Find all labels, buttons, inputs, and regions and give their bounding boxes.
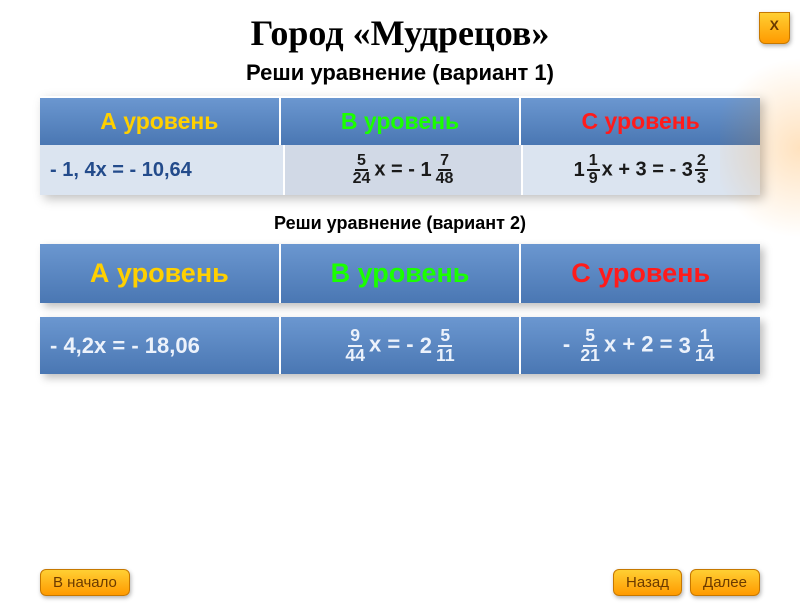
- next-button[interactable]: Далее: [690, 569, 760, 596]
- equation-1b: 524х = - 1748: [285, 145, 524, 195]
- header-level-a: А уровень: [40, 98, 281, 145]
- variant2-subtitle: Реши уравнение (вариант 2): [0, 213, 800, 234]
- page-title: Город «Мудрецов»: [0, 12, 800, 54]
- header2-level-b: В уровень: [281, 244, 522, 303]
- equation-2b: 944х = - 2511: [281, 317, 522, 374]
- table-data-row: - 1, 4х = - 10,64 524х = - 1748 119х + 3…: [40, 145, 760, 195]
- equation-2c: - 521х + 2 = 3114: [521, 317, 760, 374]
- table-variant2: А уровень В уровень С уровень - 4,2х = -…: [40, 244, 760, 374]
- variant1-subtitle: Реши уравнение (вариант 1): [0, 60, 800, 86]
- equation-1a: - 1, 4х = - 10,64: [40, 145, 285, 195]
- header2-level-a: А уровень: [40, 244, 281, 303]
- equation-2a: - 4,2х = - 18,06: [40, 317, 281, 374]
- back-button[interactable]: Назад: [613, 569, 682, 596]
- header-level-c: С уровень: [521, 98, 760, 145]
- header2-level-c: С уровень: [521, 244, 760, 303]
- table-header-row: А уровень В уровень С уровень: [40, 96, 760, 145]
- equation-1c: 119х + 3 = - 323: [523, 145, 760, 195]
- table2-data-row: - 4,2х = - 18,06 944х = - 2511 - 521х + …: [40, 317, 760, 374]
- start-button[interactable]: В начало: [40, 569, 130, 596]
- header-level-b: В уровень: [281, 98, 522, 145]
- table2-header-row: А уровень В уровень С уровень: [40, 244, 760, 303]
- close-button[interactable]: X: [759, 12, 790, 44]
- table-variant1: А уровень В уровень С уровень - 1, 4х = …: [40, 96, 760, 195]
